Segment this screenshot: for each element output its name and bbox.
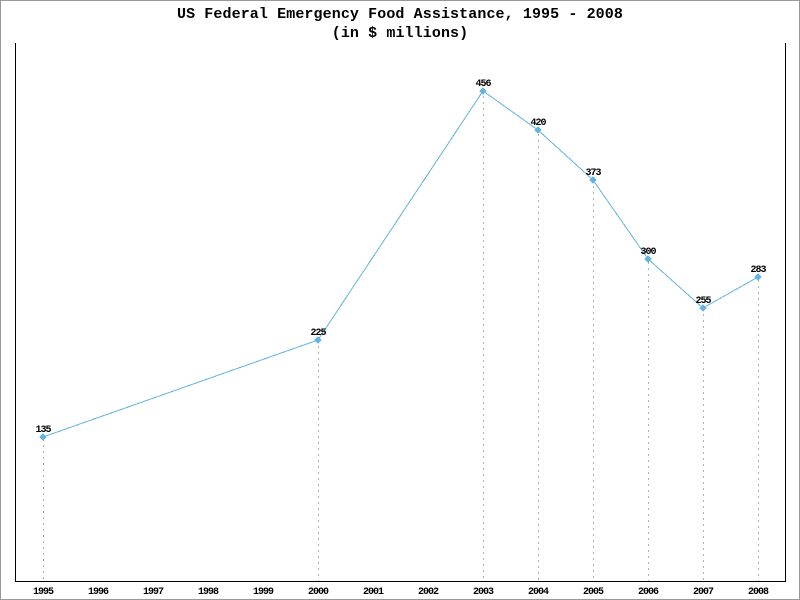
svg-text:1996: 1996 xyxy=(88,587,109,598)
svg-text:1995: 1995 xyxy=(33,587,54,598)
svg-text:US Federal Emergency Food Assi: US Federal Emergency Food Assistance, 19… xyxy=(177,6,623,23)
svg-text:(in $ millions): (in $ millions) xyxy=(332,25,469,42)
svg-text:2002: 2002 xyxy=(418,587,439,598)
svg-text:135: 135 xyxy=(35,425,51,436)
svg-text:420: 420 xyxy=(530,118,546,129)
svg-text:255: 255 xyxy=(695,296,711,307)
svg-text:2001: 2001 xyxy=(363,587,384,598)
svg-text:300: 300 xyxy=(640,247,656,258)
svg-text:2008: 2008 xyxy=(748,587,769,598)
svg-text:2006: 2006 xyxy=(638,587,659,598)
svg-text:2003: 2003 xyxy=(473,587,494,598)
svg-text:1999: 1999 xyxy=(253,587,274,598)
svg-text:1998: 1998 xyxy=(198,587,219,598)
svg-text:225: 225 xyxy=(310,328,326,339)
svg-text:2007: 2007 xyxy=(693,587,714,598)
svg-text:2004: 2004 xyxy=(528,587,549,598)
svg-text:283: 283 xyxy=(750,265,766,276)
svg-text:1997: 1997 xyxy=(143,587,164,598)
svg-text:2000: 2000 xyxy=(308,587,329,598)
svg-text:373: 373 xyxy=(585,168,601,179)
svg-text:456: 456 xyxy=(475,79,491,90)
svg-text:2005: 2005 xyxy=(583,587,604,598)
